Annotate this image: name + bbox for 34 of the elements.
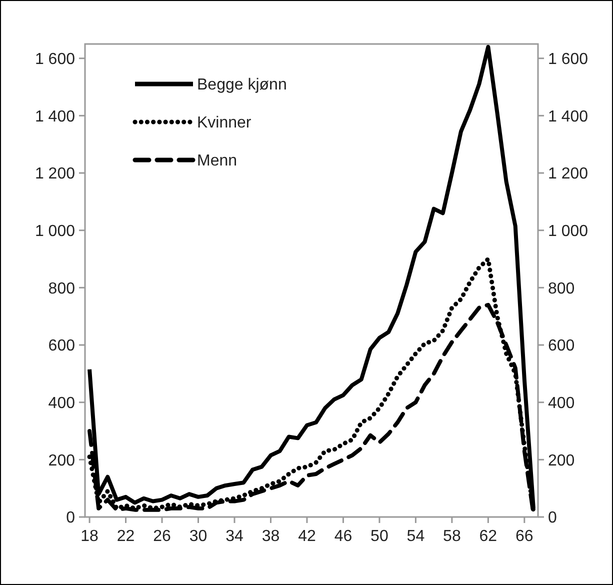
y2-tick-label: 200 <box>548 452 575 470</box>
y2-tick-label: 0 <box>548 510 557 527</box>
y-tick-label: 1 000 <box>34 222 76 240</box>
x-tick-label: 50 <box>370 528 388 545</box>
y-tick-label: 0 <box>66 510 76 527</box>
y2-tick-label: 400 <box>548 394 575 412</box>
y-tick-label: 1 600 <box>34 50 76 68</box>
y2-tick-label: 1 400 <box>548 108 588 126</box>
legend-label: Kvinner <box>197 114 252 132</box>
y2-tick-label: 1 600 <box>548 50 588 68</box>
y2-tick-label: 600 <box>548 338 575 355</box>
y2-tick-label: 800 <box>548 280 575 298</box>
x-tick-label: 62 <box>479 528 498 545</box>
x-tick-label: 54 <box>406 528 425 545</box>
y-tick-label: 1 200 <box>34 166 76 183</box>
x-tick-label: 34 <box>226 528 244 545</box>
x-tick-label: 42 <box>298 528 316 545</box>
x-tick-label: 46 <box>334 528 352 545</box>
x-tick-label: 58 <box>443 528 461 545</box>
y-tick-label: 400 <box>48 394 76 412</box>
legend-label: Begge kjønn <box>197 76 287 94</box>
y-tick-label: 1 400 <box>34 108 76 126</box>
x-tick-label: 22 <box>116 528 135 545</box>
legend-label: Menn <box>197 152 238 170</box>
x-tick-label: 30 <box>189 528 208 545</box>
y2-tick-label: 1 000 <box>548 222 588 240</box>
x-tick-label: 66 <box>516 528 534 545</box>
y2-tick-label: 1 200 <box>548 166 588 183</box>
y-tick-label: 800 <box>48 280 76 298</box>
x-tick-label: 18 <box>80 528 99 545</box>
y-tick-label: 200 <box>48 452 76 470</box>
x-tick-label: 38 <box>262 528 280 545</box>
y-tick-label: 600 <box>48 338 76 355</box>
x-tick-label: 26 <box>153 528 172 545</box>
